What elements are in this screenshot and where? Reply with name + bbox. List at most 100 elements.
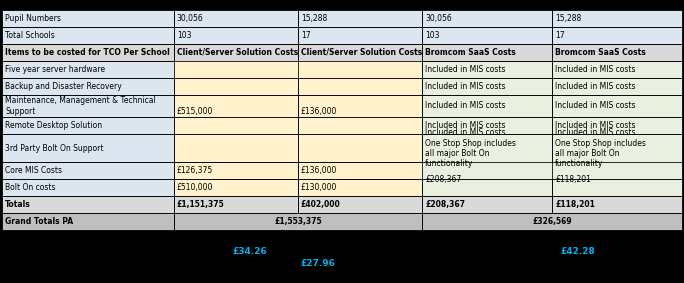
Text: £136,000: £136,000 (301, 166, 337, 175)
Bar (298, 44, 422, 61)
Bar (174, 196, 298, 213)
Bar (552, 196, 682, 213)
Bar (2, 162, 174, 179)
Bar (422, 117, 552, 134)
Text: £208,367: £208,367 (425, 175, 461, 184)
Bar (174, 44, 298, 61)
Bar (552, 162, 682, 179)
Bar (2, 134, 174, 162)
Bar (552, 78, 682, 95)
Bar (422, 213, 682, 230)
Text: Five year server hardware: Five year server hardware (5, 65, 105, 74)
Bar (2, 117, 174, 134)
Text: Included in MIS costs
One Stop Shop includes
all major Bolt On
functionality: Included in MIS costs One Stop Shop incl… (425, 128, 516, 168)
Bar (422, 78, 552, 95)
Bar (2, 196, 174, 213)
Bar (2, 134, 174, 162)
Bar (2, 179, 174, 196)
Bar (552, 95, 682, 117)
Bar (422, 10, 552, 27)
Text: £1,151,375: £1,151,375 (177, 200, 224, 209)
Bar (174, 196, 298, 213)
Text: Grand Totals PA: Grand Totals PA (5, 217, 73, 226)
Text: Bromcom SaaS Costs: Bromcom SaaS Costs (555, 48, 646, 57)
Bar (298, 78, 422, 95)
Bar (174, 117, 298, 134)
Bar (298, 162, 422, 179)
Bar (552, 117, 682, 134)
Text: Bromcom SaaS Costs: Bromcom SaaS Costs (425, 48, 516, 57)
Bar (174, 78, 298, 95)
Bar (174, 10, 298, 27)
Text: £1,553,375: £1,553,375 (274, 217, 321, 226)
Bar (174, 134, 298, 162)
Bar (298, 78, 422, 95)
Text: £510,000: £510,000 (177, 183, 213, 192)
Bar (2, 213, 174, 230)
Bar (422, 162, 552, 179)
Bar (2, 44, 174, 61)
Text: £118,201: £118,201 (555, 175, 591, 184)
Bar (422, 27, 552, 44)
Bar (2, 78, 174, 95)
Bar (2, 10, 174, 27)
Text: 17: 17 (301, 31, 311, 40)
Bar (298, 61, 422, 78)
Bar (298, 10, 422, 27)
Bar (298, 134, 422, 162)
Bar (422, 44, 552, 61)
Bar (174, 162, 298, 179)
Text: 15,288: 15,288 (555, 14, 581, 23)
Bar (552, 162, 682, 196)
Text: £42.28: £42.28 (561, 248, 595, 256)
Bar (422, 27, 552, 44)
Text: £402,000: £402,000 (301, 200, 341, 209)
Text: £118,201: £118,201 (555, 200, 595, 209)
Text: £515,000: £515,000 (177, 107, 213, 116)
Bar (298, 196, 422, 213)
Text: Remote Desktop Solution: Remote Desktop Solution (5, 121, 102, 130)
Text: Included in MIS costs: Included in MIS costs (555, 65, 635, 74)
Bar (2, 95, 174, 117)
Bar (552, 196, 682, 213)
Text: £326,569: £326,569 (532, 217, 572, 226)
Bar (174, 10, 298, 27)
Text: £136,000: £136,000 (301, 107, 337, 116)
Bar (174, 179, 298, 196)
Bar (422, 196, 552, 213)
Bar (552, 179, 682, 196)
Bar (552, 10, 682, 27)
Bar (298, 95, 422, 117)
Text: 30,056: 30,056 (425, 14, 452, 23)
Bar (422, 162, 552, 196)
Bar (174, 162, 298, 179)
Bar (422, 61, 552, 78)
Bar (2, 10, 174, 27)
Text: 103: 103 (177, 31, 192, 40)
Text: Included in MIS costs: Included in MIS costs (425, 82, 505, 91)
Text: Client/Server Solution Costs: Client/Server Solution Costs (301, 48, 422, 57)
Bar (2, 196, 174, 213)
Bar (174, 213, 422, 230)
Bar (298, 95, 422, 117)
Bar (298, 44, 422, 61)
Bar (174, 44, 298, 61)
Bar (298, 117, 422, 134)
Bar (2, 95, 174, 117)
Bar (552, 134, 682, 162)
Text: 30,056: 30,056 (177, 14, 204, 23)
Text: Included in MIS costs
One Stop Shop includes
all major Bolt On
functionality: Included in MIS costs One Stop Shop incl… (555, 128, 646, 168)
Text: 103: 103 (425, 31, 440, 40)
Bar (552, 27, 682, 44)
Bar (174, 117, 298, 134)
Bar (174, 27, 298, 44)
Text: £126,375: £126,375 (177, 166, 213, 175)
Bar (422, 134, 552, 162)
Bar (174, 134, 298, 162)
Bar (174, 95, 298, 117)
Text: £208,367: £208,367 (425, 200, 465, 209)
Bar (298, 61, 422, 162)
Text: Included in MIS costs: Included in MIS costs (555, 82, 635, 91)
Text: Included in MIS costs: Included in MIS costs (555, 121, 635, 130)
Bar (552, 117, 682, 134)
